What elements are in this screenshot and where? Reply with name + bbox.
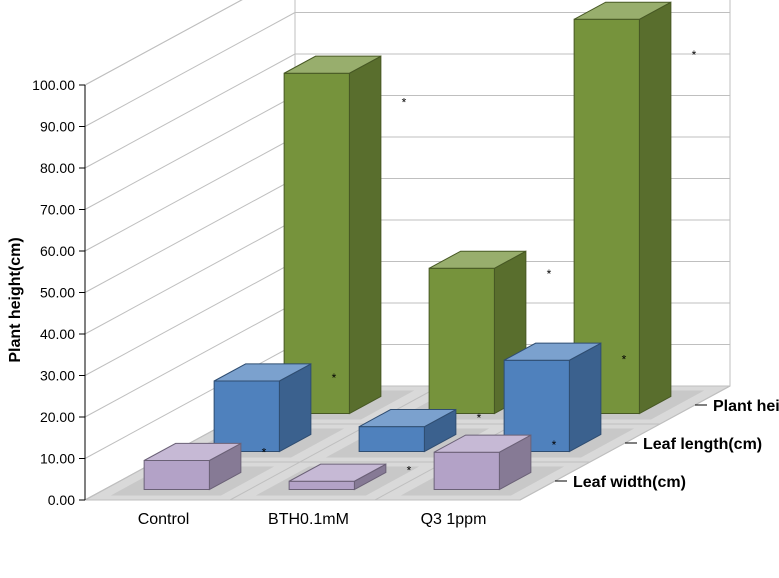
datapoint-marker: * — [622, 353, 627, 367]
series-label: Leaf width(cm) — [573, 474, 686, 491]
datapoint-marker: * — [332, 371, 337, 385]
y-tick-label: 10.00 — [40, 451, 75, 467]
y-tick-label: 60.00 — [40, 243, 75, 259]
series-label: Plant height(cm) — [713, 398, 779, 415]
y-tick-label: 50.00 — [40, 285, 75, 301]
datapoint-marker: * — [402, 95, 407, 109]
datapoint-marker: * — [407, 464, 412, 478]
y-tick-label: 0.00 — [48, 492, 75, 508]
datapoint-marker: * — [547, 267, 552, 281]
y-tick-label: 20.00 — [40, 409, 75, 425]
category-label: BTH0.1mM — [268, 511, 349, 528]
y-tick-label: 90.00 — [40, 119, 75, 135]
y-tick-label: 30.00 — [40, 368, 75, 384]
datapoint-marker: * — [262, 445, 267, 459]
series-label: Leaf length(cm) — [643, 436, 762, 453]
y-tick-label: 80.00 — [40, 160, 75, 176]
y-tick-label: 40.00 — [40, 326, 75, 342]
datapoint-marker: * — [552, 438, 557, 452]
chart-3d-bar: 0.00 10.00 20.00 30.00 40.00 50.00 60.00 70.00 8… — [0, 0, 779, 578]
category-label: Q3 1ppm — [421, 511, 487, 528]
category-label: Control — [138, 511, 190, 528]
y-axis-title: Plant height(cm) — [7, 237, 24, 362]
datapoint-marker: * — [692, 48, 697, 62]
y-tick-label: 70.00 — [40, 202, 75, 218]
y-tick-label: 100.00 — [32, 77, 75, 93]
chart-svg: 0.00 10.00 20.00 30.00 40.00 50.00 60.00 70.00 8… — [0, 0, 779, 578]
datapoint-marker: * — [477, 411, 482, 425]
